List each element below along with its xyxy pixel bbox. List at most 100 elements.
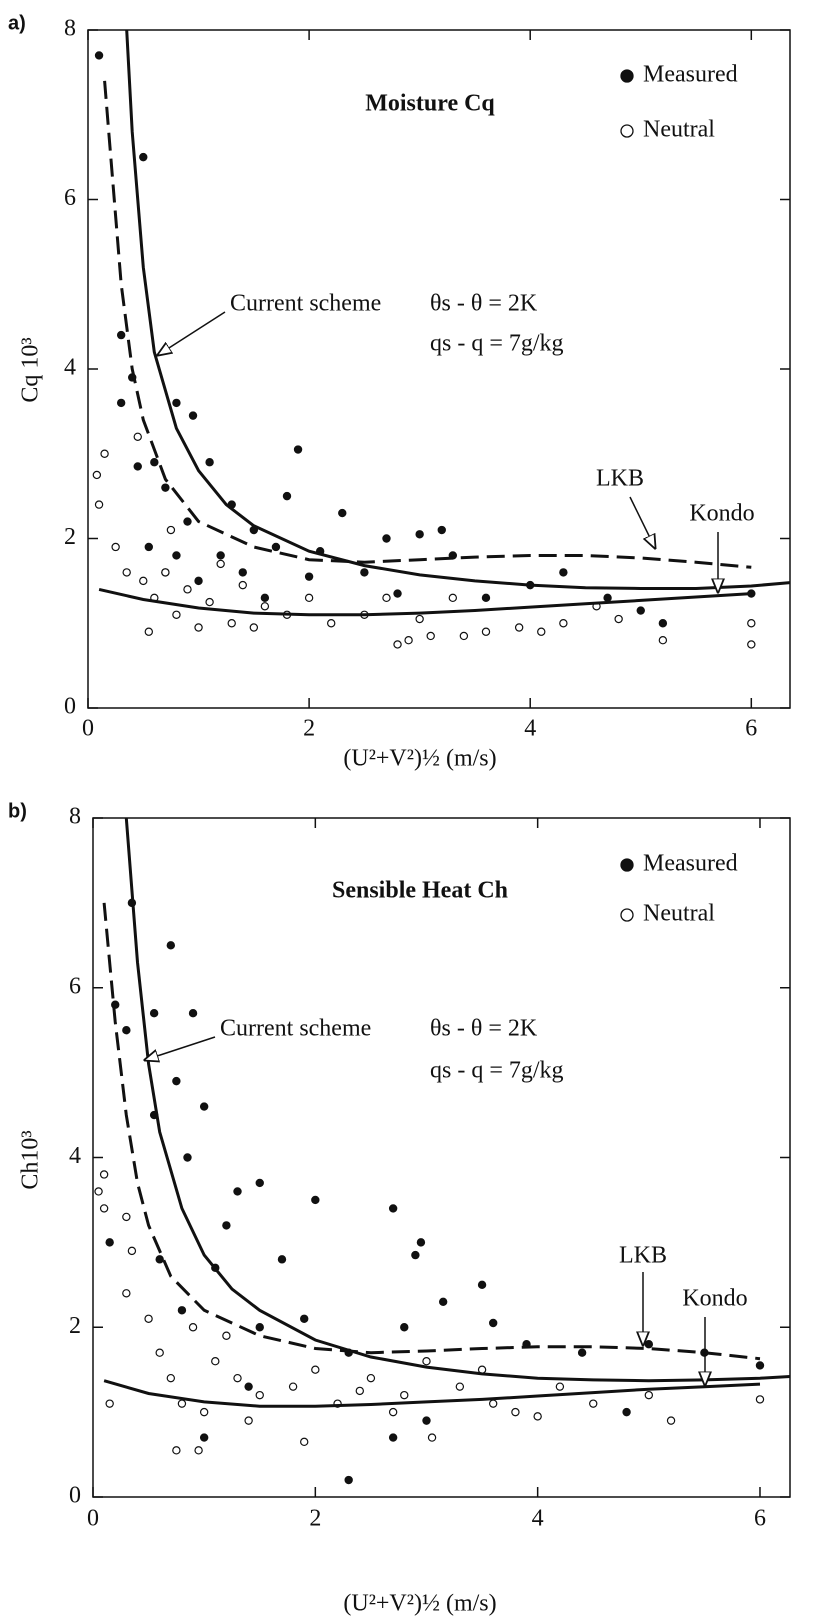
x-tick-label: 4 bbox=[524, 716, 536, 742]
data-point bbox=[144, 627, 154, 636]
annotation: θs - θ = 2K bbox=[430, 291, 538, 317]
data-point bbox=[360, 568, 369, 577]
data-point bbox=[238, 580, 247, 590]
data-point bbox=[644, 1340, 654, 1349]
data-point bbox=[166, 525, 176, 535]
data-point bbox=[658, 636, 668, 645]
data-point bbox=[327, 619, 336, 628]
data-point bbox=[194, 623, 203, 632]
x-tick-label: 2 bbox=[309, 1506, 321, 1532]
annotation: θs - θ = 2K bbox=[430, 1016, 538, 1042]
legend-label: Neutral bbox=[643, 901, 715, 927]
data-point bbox=[233, 1373, 242, 1383]
data-point bbox=[172, 551, 181, 560]
data-point bbox=[222, 1221, 231, 1230]
data-point bbox=[438, 1297, 448, 1306]
data-point bbox=[127, 1246, 137, 1256]
data-point bbox=[355, 1386, 364, 1396]
data-point bbox=[481, 593, 491, 603]
data-point bbox=[511, 1407, 520, 1417]
data-point bbox=[311, 1195, 320, 1205]
data-point bbox=[133, 462, 142, 471]
data-point bbox=[514, 623, 524, 632]
x-axis-label: (U²+V²)½ (m/s) bbox=[343, 746, 496, 772]
data-point bbox=[122, 1212, 131, 1222]
data-point bbox=[277, 1255, 287, 1264]
data-point bbox=[477, 1280, 487, 1290]
data-point bbox=[188, 1323, 198, 1332]
curve bbox=[124, 817, 791, 1383]
data-point bbox=[111, 542, 120, 552]
y-tick-label: 6 bbox=[69, 973, 81, 999]
curve-label: LKB bbox=[596, 466, 644, 492]
data-point bbox=[116, 398, 126, 408]
data-point bbox=[300, 1314, 309, 1323]
data-point bbox=[288, 1382, 298, 1391]
data-point bbox=[282, 491, 292, 501]
data-point bbox=[260, 593, 270, 603]
data-point bbox=[94, 51, 104, 60]
data-point bbox=[116, 330, 126, 340]
data-point bbox=[537, 627, 546, 636]
data-point bbox=[338, 508, 347, 518]
data-point bbox=[300, 1437, 309, 1447]
data-point bbox=[222, 1331, 231, 1340]
data-point bbox=[139, 152, 148, 162]
data-point bbox=[233, 1187, 242, 1196]
y-tick-label: 8 bbox=[69, 804, 81, 830]
curve bbox=[103, 80, 752, 569]
y-tick-label: 6 bbox=[64, 185, 76, 211]
y-axis-label: Ch10³ bbox=[18, 1130, 44, 1189]
data-point bbox=[216, 559, 225, 569]
legend-label: Neutral bbox=[643, 117, 715, 143]
curve-label: Kondo bbox=[689, 501, 754, 527]
data-point bbox=[94, 500, 104, 509]
annotation: qs - q = 7g/kg bbox=[430, 1058, 564, 1084]
data-point bbox=[388, 1433, 398, 1442]
arrow bbox=[629, 496, 655, 548]
data-point bbox=[211, 1356, 220, 1366]
legend-marker bbox=[620, 124, 634, 138]
data-point bbox=[105, 1238, 114, 1247]
x-tick-label: 0 bbox=[87, 1506, 99, 1532]
data-point bbox=[199, 1102, 209, 1111]
curve bbox=[98, 587, 752, 617]
x-tick-label: 6 bbox=[754, 1506, 766, 1532]
data-point bbox=[755, 1361, 765, 1370]
data-point bbox=[293, 445, 303, 454]
x-tick-label: 4 bbox=[532, 1506, 544, 1532]
data-point bbox=[415, 614, 424, 624]
data-point bbox=[666, 1416, 676, 1425]
y-axis-label: Cq 10³ bbox=[18, 337, 44, 402]
data-point bbox=[122, 1289, 131, 1298]
data-point bbox=[144, 1314, 153, 1323]
data-point bbox=[393, 640, 402, 649]
data-point bbox=[183, 517, 192, 526]
curve-label: Current scheme bbox=[230, 291, 381, 317]
data-point bbox=[244, 1382, 253, 1391]
data-point bbox=[459, 631, 469, 641]
data-point bbox=[249, 623, 259, 632]
data-point bbox=[188, 1009, 198, 1018]
x-axis-label: (U²+V²)½ (m/s) bbox=[343, 1591, 496, 1617]
data-point bbox=[155, 1348, 164, 1357]
chart-title: Moisture Cq bbox=[365, 91, 495, 117]
arrow bbox=[145, 1036, 216, 1060]
data-point bbox=[636, 606, 645, 615]
data-point bbox=[99, 1170, 109, 1179]
data-point bbox=[559, 619, 568, 628]
data-point bbox=[205, 597, 214, 607]
data-point bbox=[139, 576, 148, 586]
data-point bbox=[382, 593, 391, 603]
data-point bbox=[577, 1348, 587, 1357]
data-point bbox=[255, 1390, 264, 1400]
data-point bbox=[161, 483, 170, 492]
data-point bbox=[188, 411, 198, 420]
data-point bbox=[658, 619, 668, 628]
data-point bbox=[755, 1395, 765, 1404]
data-point bbox=[177, 1306, 187, 1315]
data-point bbox=[255, 1178, 264, 1188]
y-tick-label: 4 bbox=[64, 355, 76, 381]
legend-marker bbox=[620, 69, 634, 83]
